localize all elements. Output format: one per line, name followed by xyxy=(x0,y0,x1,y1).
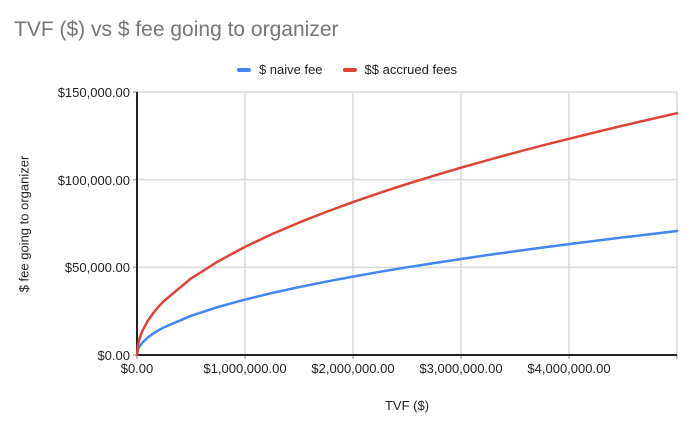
x-axis-tick-label: $4,000,000.00 xyxy=(527,361,611,376)
accrued-fees-legend-label: $$ accrued fees xyxy=(364,62,458,77)
accrued-fees-swatch-icon xyxy=(342,67,357,72)
naive-fee-line xyxy=(135,229,679,357)
accrued-fees-line xyxy=(135,111,679,357)
x-axis-tick-label: $1,000,000.00 xyxy=(203,361,287,376)
naive-fee-swatch-icon xyxy=(236,67,251,72)
y-axis-tick-label: $50,000.00 xyxy=(64,260,130,276)
x-axis-tick-label: $3,000,000.00 xyxy=(419,361,503,376)
x-axis-tick-label: $2,000,000.00 xyxy=(311,361,395,376)
y-axis-tick-label: $0.00 xyxy=(97,348,130,363)
legend-item-accrued-fees: $$ accrued fees xyxy=(342,62,458,77)
naive-fee-legend-label: $ naive fee xyxy=(258,62,323,77)
y-axis-tick-label: $100,000.00 xyxy=(57,172,130,188)
legend-item-naive-fee: $ naive fee xyxy=(236,62,323,77)
x-axis-tick-label: $0.00 xyxy=(120,361,154,376)
y-axis-tick-label: $150,000.00 xyxy=(57,85,130,100)
legend: $ naive fee $$ accrued fees xyxy=(236,62,458,77)
chart-title: TVF ($) vs $ fee going to organizer xyxy=(14,18,339,41)
x-axis-title: TVF ($) xyxy=(384,398,430,413)
